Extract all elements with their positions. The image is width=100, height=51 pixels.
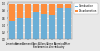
Bar: [57, 8, 63, 39]
Bar: [33, 12, 39, 39]
Bar: [41, 14, 47, 39]
Bar: [33, 4, 39, 12]
Bar: [49, 15, 55, 39]
Bar: [9, 4, 15, 21]
Bar: [17, 18, 23, 39]
Bar: [57, 4, 63, 8]
Legend: Combustion, Decarbonation: Combustion, Decarbonation: [74, 3, 98, 14]
Bar: [65, 8, 71, 39]
Bar: [25, 18, 31, 39]
Bar: [49, 4, 55, 15]
Bar: [25, 4, 31, 18]
Bar: [65, 4, 71, 8]
Bar: [17, 4, 23, 18]
Bar: [9, 21, 15, 39]
Bar: [41, 4, 47, 14]
